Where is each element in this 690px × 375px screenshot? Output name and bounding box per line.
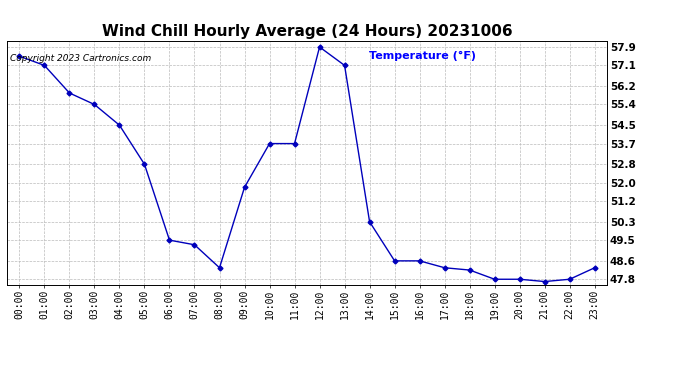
- Text: Copyright 2023 Cartronics.com: Copyright 2023 Cartronics.com: [10, 54, 152, 63]
- Text: Temperature (°F): Temperature (°F): [369, 51, 476, 61]
- Title: Wind Chill Hourly Average (24 Hours) 20231006: Wind Chill Hourly Average (24 Hours) 202…: [101, 24, 513, 39]
